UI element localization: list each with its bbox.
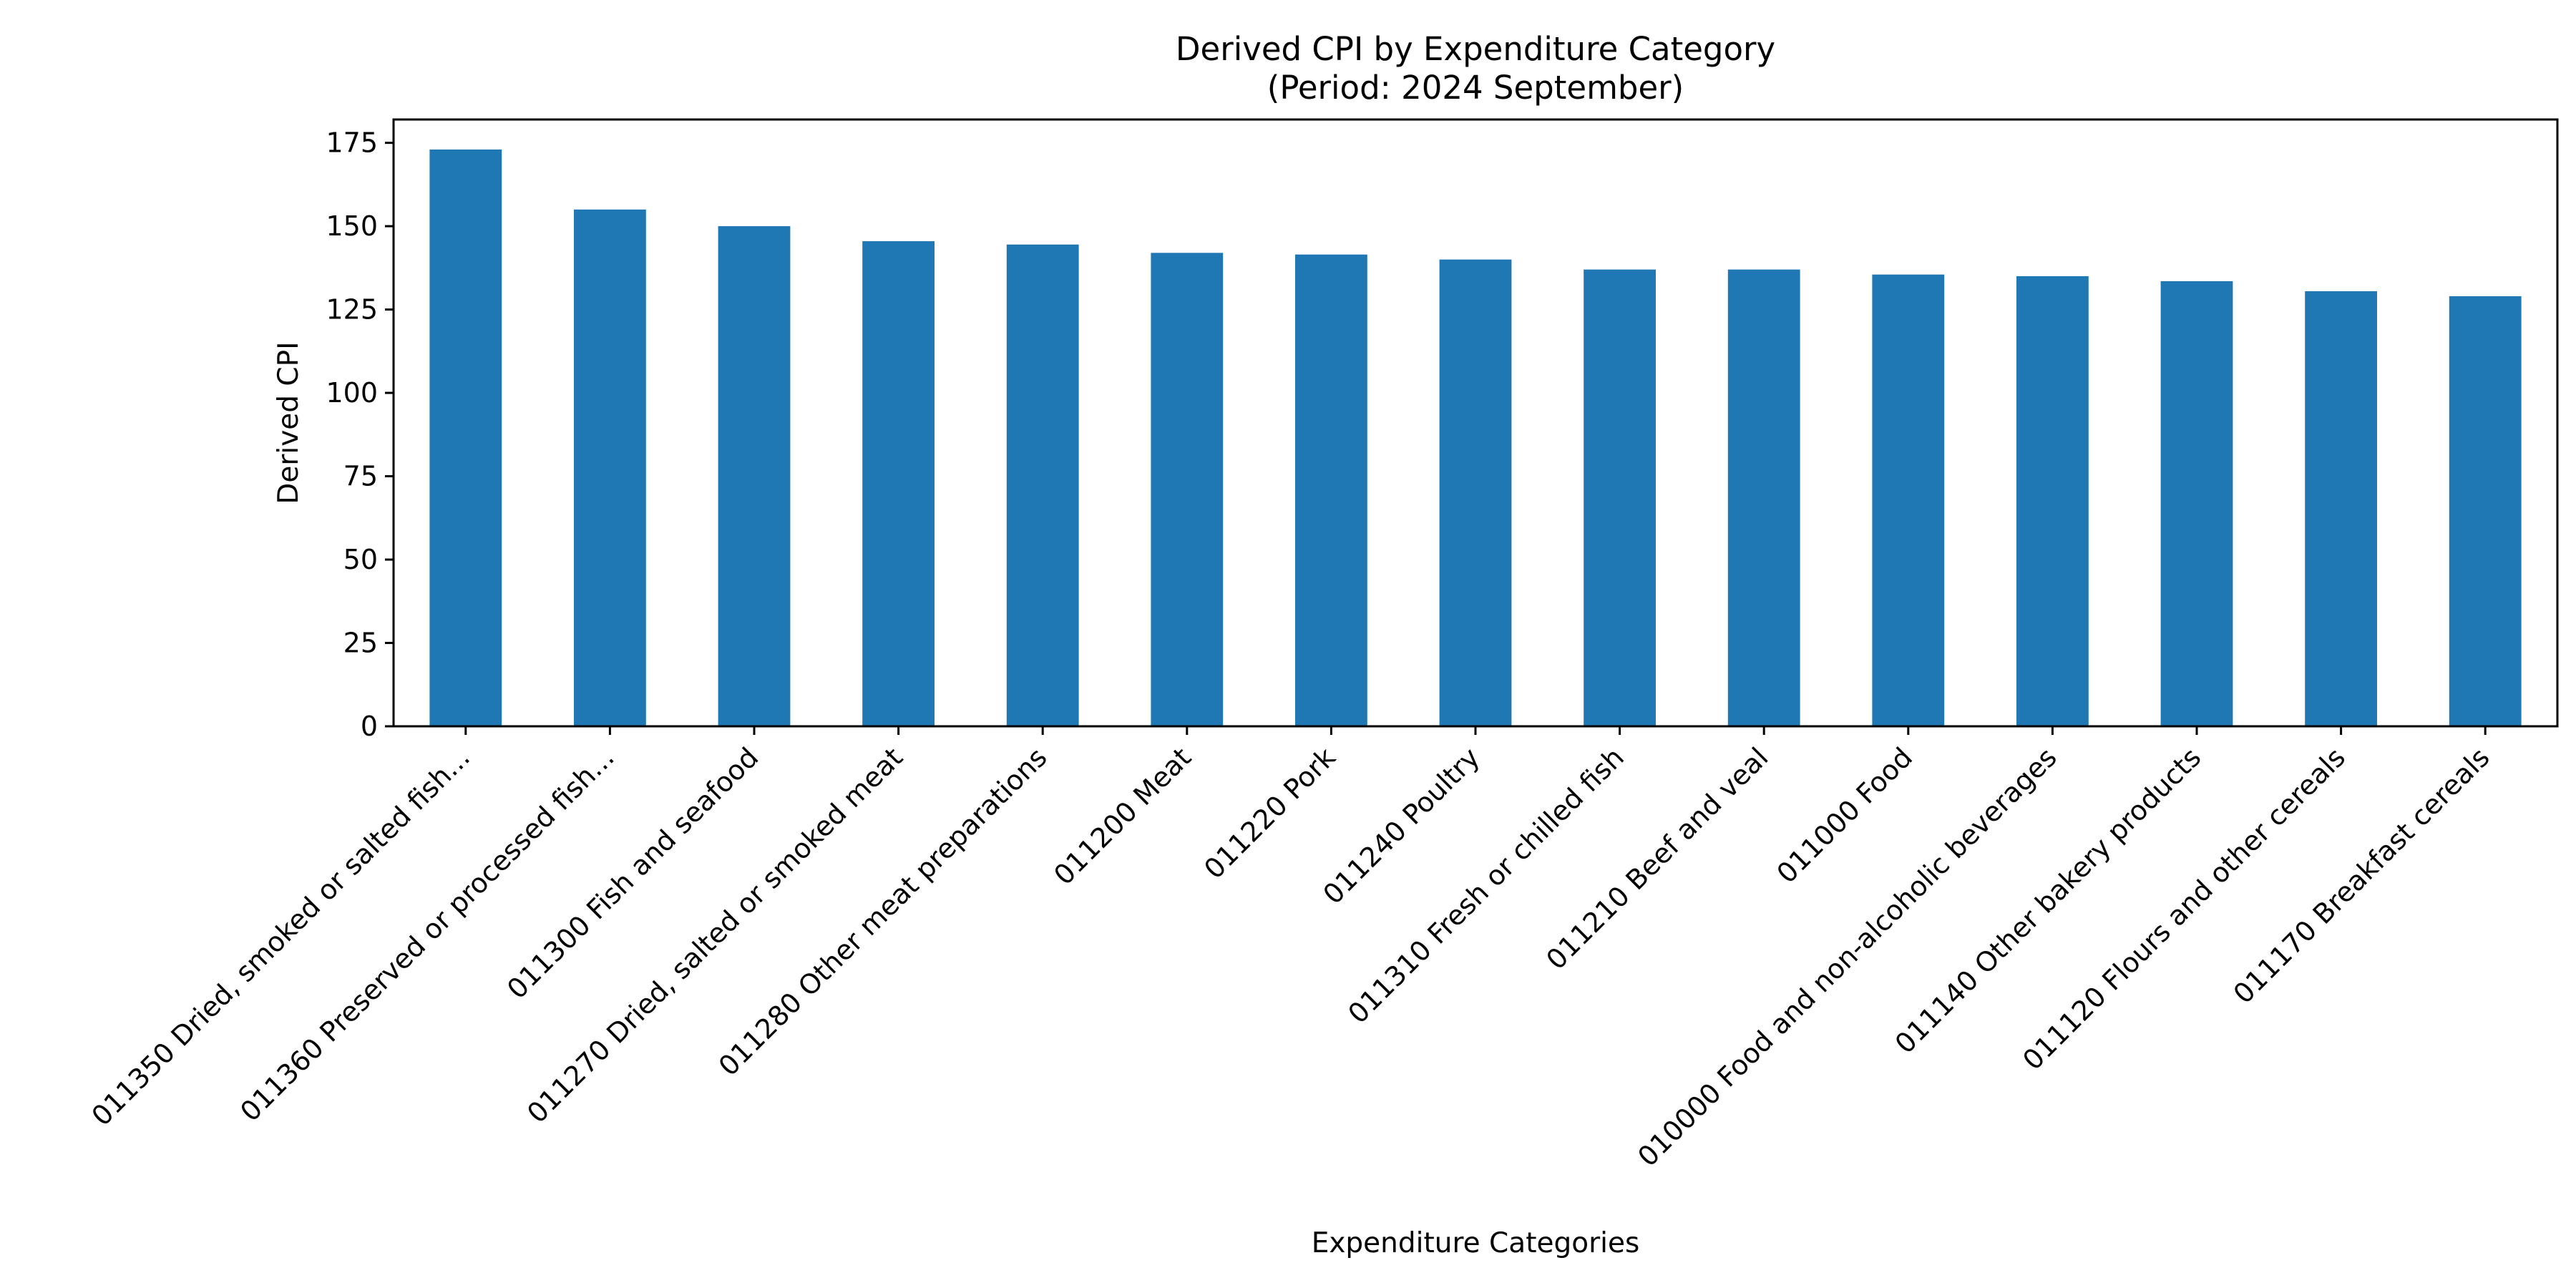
bars-layer: [429, 149, 2522, 727]
y-tick-label: 75: [343, 461, 378, 492]
x-tick-label: 011170 Breakfast cereals: [2228, 741, 2496, 1010]
bar-12: [2016, 275, 2089, 726]
chart-subtitle: (Period: 2024 September): [1267, 69, 1684, 107]
bar-8: [1439, 259, 1512, 726]
y-tick-label: 100: [326, 377, 378, 409]
x-tick-label: 011120 Flours and other cereals: [2016, 741, 2351, 1076]
y-axis: 0 25 50 75 100 125 150 175: [326, 127, 394, 742]
x-tick-label: 011280 Other meat preparations: [713, 741, 1053, 1082]
bar-2: [574, 209, 646, 726]
x-axis-label: Expenditure Categories: [1312, 1227, 1640, 1259]
y-tick-label: 125: [326, 294, 378, 326]
y-tick-label: 175: [326, 127, 378, 159]
y-axis-label: Derived CPI: [273, 341, 305, 504]
x-tick-label: 011000 Food: [1771, 741, 1919, 889]
y-tick-label: 150: [326, 210, 378, 242]
bar-10: [1727, 269, 1800, 726]
bar-15: [2449, 296, 2522, 726]
bar-9: [1584, 269, 1656, 726]
bar-4: [862, 241, 935, 726]
bar-14: [2305, 291, 2377, 727]
x-tick-label: 011200 Meat: [1048, 741, 1197, 891]
bar-7: [1295, 254, 1367, 726]
y-tick-label: 0: [361, 711, 378, 742]
y-tick-label: 25: [343, 628, 378, 659]
bar-1: [429, 149, 502, 726]
bar-3: [718, 226, 791, 727]
x-tick-label: 011300 Fish and seafood: [501, 741, 764, 1005]
bar-6: [1151, 253, 1224, 726]
chart-title: Derived CPI by Expenditure Category: [1176, 30, 1775, 68]
bar-11: [1872, 274, 1945, 726]
y-tick-label: 50: [343, 544, 378, 575]
x-axis: 011350 Dried, smoked or salted fish...01…: [86, 726, 2496, 1173]
x-tick-label: 011240 Poultry: [1317, 741, 1485, 910]
x-tick-label: 011220 Pork: [1198, 741, 1342, 885]
x-tick-label: 011310 Fresh or chilled fish: [1342, 741, 1630, 1030]
bar-13: [2160, 280, 2233, 727]
bar-5: [1006, 244, 1079, 727]
x-tick-label: 011140 Other bakery products: [1889, 741, 2207, 1060]
